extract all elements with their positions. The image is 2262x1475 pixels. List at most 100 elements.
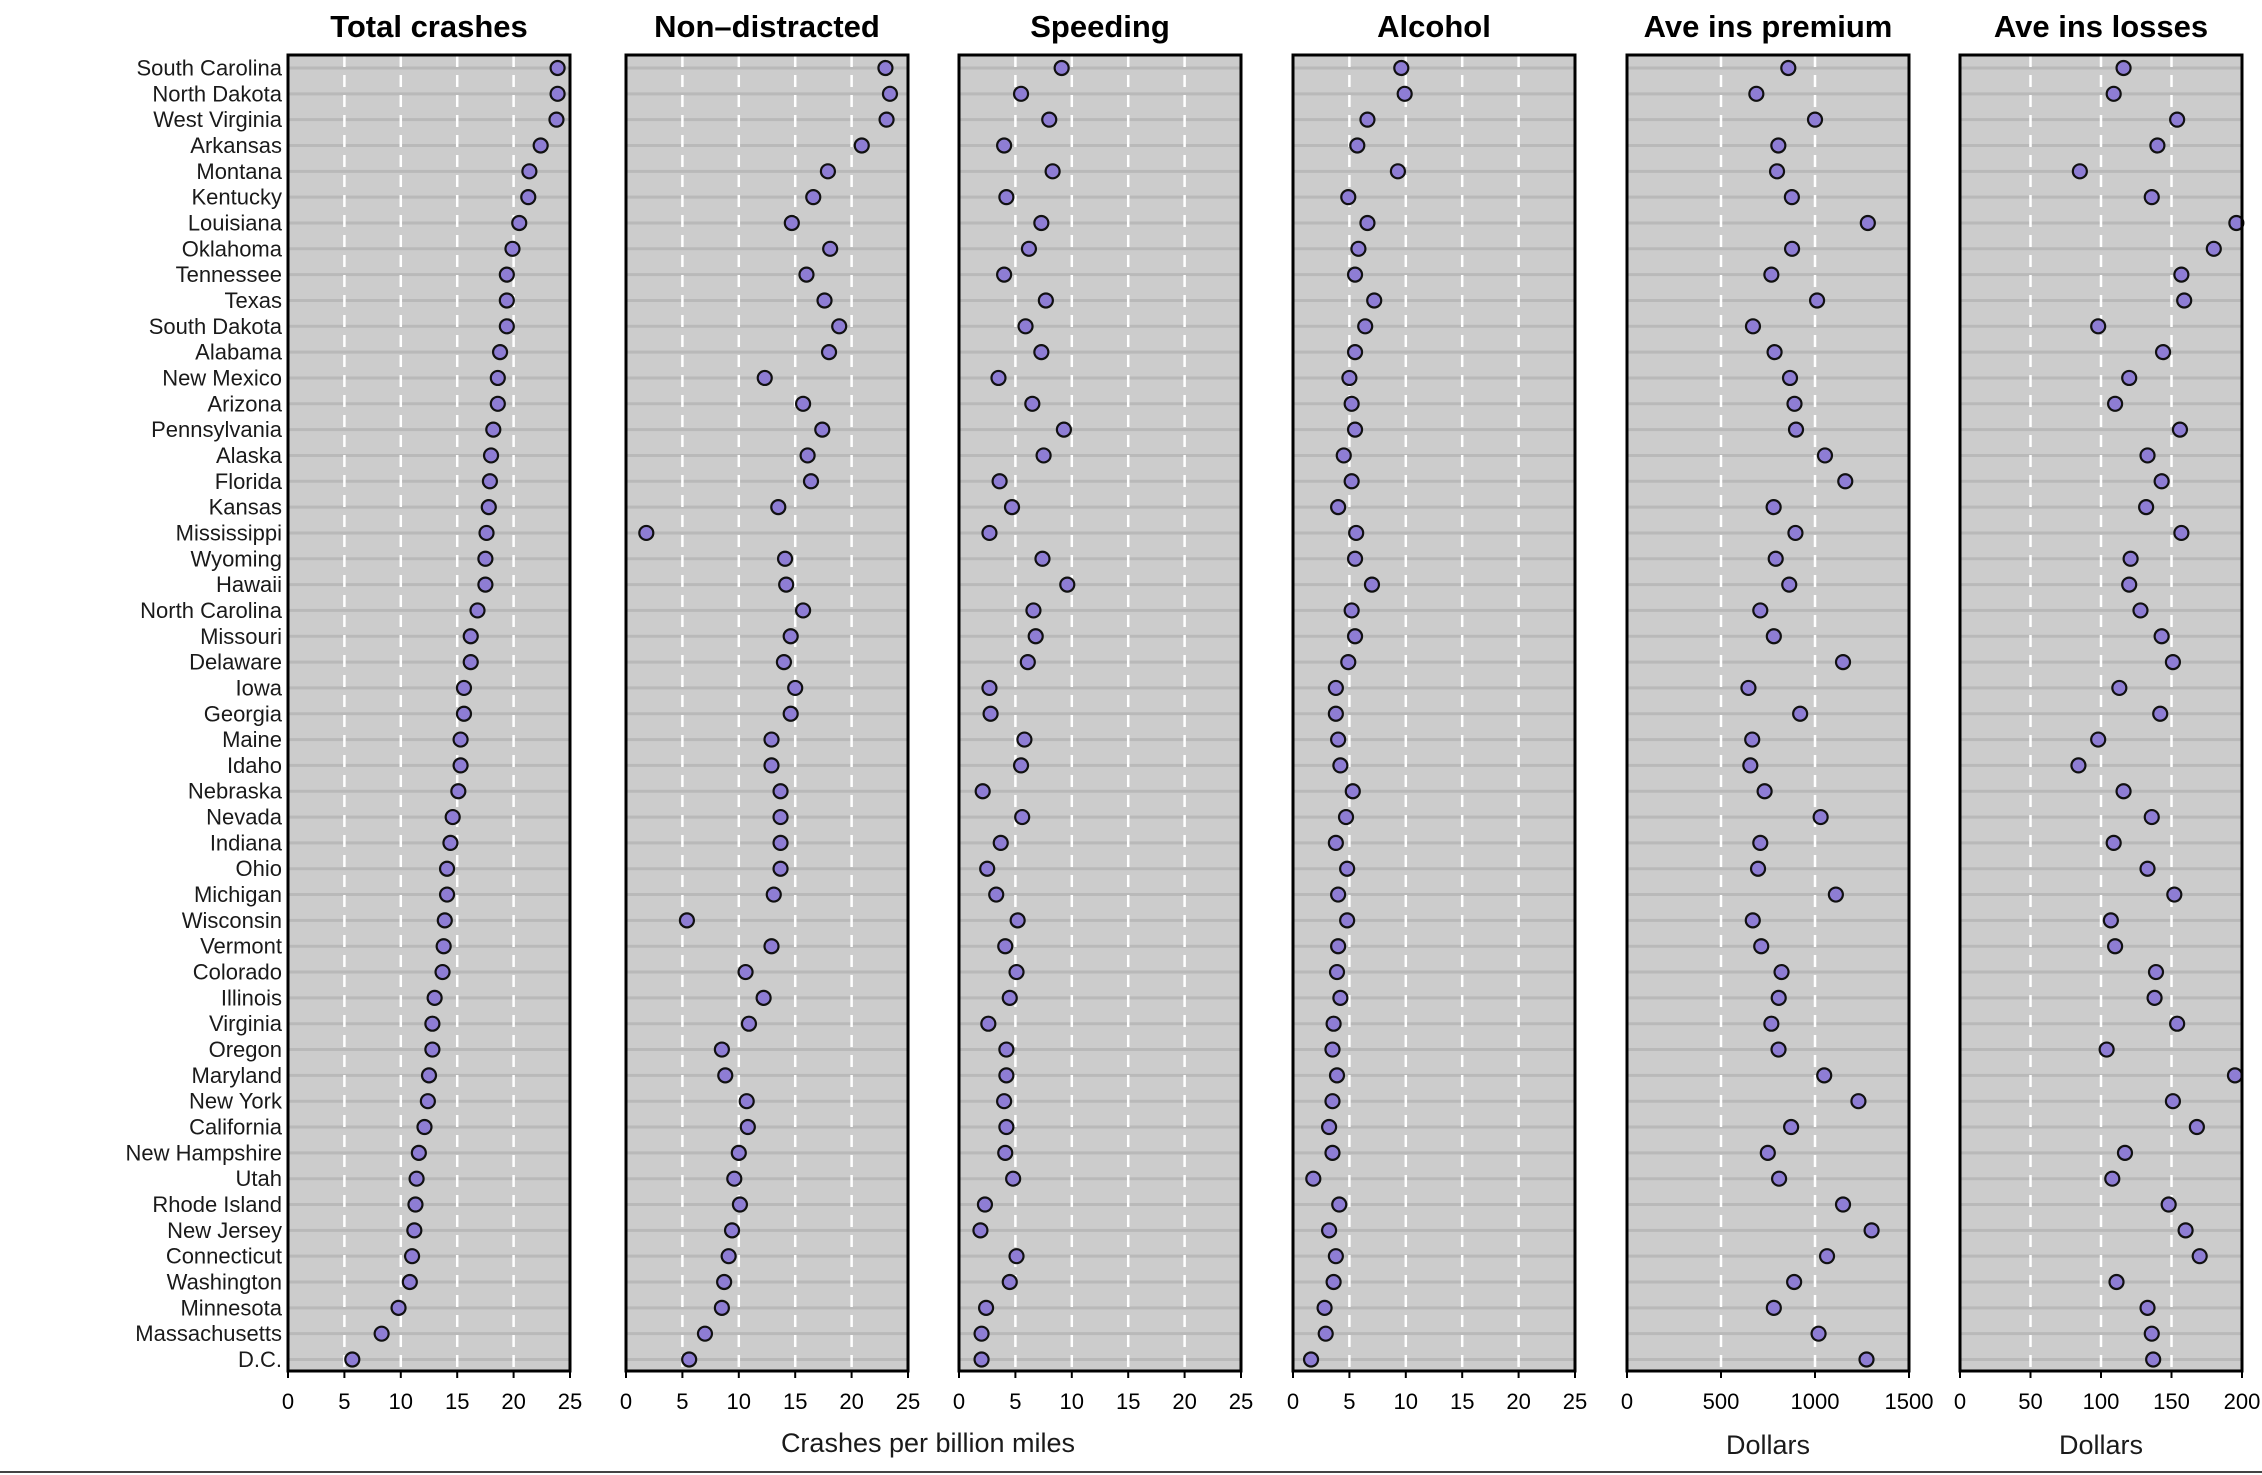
data-point	[416, 1118, 433, 1136]
data-point	[1748, 85, 1765, 102]
data-point	[772, 808, 789, 826]
data-point	[1302, 1351, 1320, 1368]
data-point	[2115, 59, 2132, 77]
data-point	[2146, 989, 2163, 1006]
data-point	[2138, 499, 2155, 516]
data-point	[782, 705, 799, 722]
x-tick-label: 10	[727, 1389, 751, 1414]
data-point	[2132, 602, 2149, 619]
data-point	[1816, 447, 1834, 464]
data-point	[723, 1222, 741, 1239]
data-point	[1027, 628, 1044, 645]
x-tick-label: 20	[839, 1389, 863, 1414]
data-point	[2139, 1299, 2156, 1316]
data-point	[1001, 1273, 1018, 1291]
state-label: Oregon	[209, 1037, 282, 1062]
x-tick-label: 15	[445, 1389, 469, 1414]
panel-border	[1291, 53, 1577, 1373]
state-label: Ohio	[236, 856, 282, 881]
data-point	[2098, 1041, 2115, 1058]
data-point	[1343, 602, 1360, 619]
data-point	[408, 1170, 425, 1187]
state-label: Tennessee	[176, 262, 282, 287]
state-label: New Hampshire	[126, 1140, 283, 1165]
x-tick-label: 500	[1703, 1389, 1740, 1414]
data-point	[1781, 576, 1798, 593]
data-point	[765, 886, 782, 903]
data-point	[1033, 344, 1050, 361]
data-point	[498, 266, 515, 283]
data-point	[2166, 886, 2183, 903]
data-point	[444, 808, 461, 826]
data-point	[1765, 628, 1782, 645]
data-point	[1014, 808, 1031, 826]
state-label: Rhode Island	[152, 1192, 282, 1217]
data-point	[2105, 85, 2122, 102]
state-label: Hawaii	[216, 572, 282, 597]
state-label: Vermont	[200, 934, 282, 959]
data-point	[1834, 653, 1852, 671]
data-point	[2104, 1170, 2121, 1187]
data-point	[1320, 1222, 1338, 1239]
data-point	[452, 731, 469, 748]
data-point	[344, 1351, 361, 1368]
data-point	[980, 1015, 997, 1032]
data-point	[877, 59, 894, 77]
data-point	[482, 447, 500, 464]
state-label: Wisconsin	[182, 908, 282, 933]
data-point	[1786, 1273, 1803, 1291]
data-point	[819, 163, 837, 180]
panel-title: Speeding	[1030, 9, 1170, 44]
data-point	[1350, 240, 1367, 257]
data-point	[713, 1299, 730, 1316]
data-point	[737, 963, 754, 981]
x-tick-label: 5	[676, 1389, 688, 1414]
data-point	[1325, 1273, 1342, 1291]
state-label: Oklahoma	[182, 236, 283, 261]
state-label: Minnesota	[180, 1295, 282, 1320]
data-point	[1770, 989, 1787, 1006]
data-point	[1863, 1222, 1880, 1239]
panel-title: Ave ins losses	[1994, 9, 2208, 44]
data-point	[2169, 1015, 2186, 1032]
data-point	[1041, 111, 1058, 128]
data-point	[1343, 473, 1360, 490]
state-label: Louisiana	[188, 210, 283, 235]
data-point	[1343, 395, 1360, 412]
data-point	[787, 679, 804, 697]
data-point	[1759, 1144, 1776, 1161]
x-tick-label: 15	[1450, 1389, 1474, 1414]
data-point	[1331, 1196, 1348, 1213]
data-point	[1786, 395, 1803, 412]
data-point	[424, 1041, 441, 1058]
panel: Ave ins premium 0 500 1000 1500 Dollars	[1621, 9, 1934, 1460]
data-point	[2121, 576, 2138, 593]
x-tick-label: 1000	[1791, 1389, 1840, 1414]
data-point	[678, 912, 696, 929]
data-point	[462, 653, 479, 671]
data-point	[1756, 783, 1773, 800]
panel: Non–distracted 0 5 10 15 20 25	[620, 9, 920, 1414]
data-point	[498, 292, 515, 309]
data-point	[549, 59, 566, 77]
data-point	[1781, 369, 1799, 387]
data-point	[1034, 550, 1051, 567]
data-point	[755, 989, 772, 1006]
data-point	[1327, 1248, 1344, 1265]
data-point	[2111, 679, 2128, 697]
x-tick-label: 15	[1116, 1389, 1140, 1414]
data-point	[981, 524, 998, 542]
data-point	[1008, 1248, 1025, 1265]
data-point	[1349, 137, 1366, 154]
data-point	[1792, 705, 1809, 722]
x-tick-label: 20	[1506, 1389, 1530, 1414]
data-point	[1752, 602, 1769, 619]
data-point	[480, 499, 497, 516]
data-point	[489, 395, 506, 412]
state-label: Georgia	[204, 701, 283, 726]
data-point	[1765, 1299, 1782, 1316]
data-point	[1330, 499, 1347, 516]
shared-x-axis-label: Crashes per billion miles	[781, 1428, 1075, 1458]
data-point	[491, 344, 509, 361]
